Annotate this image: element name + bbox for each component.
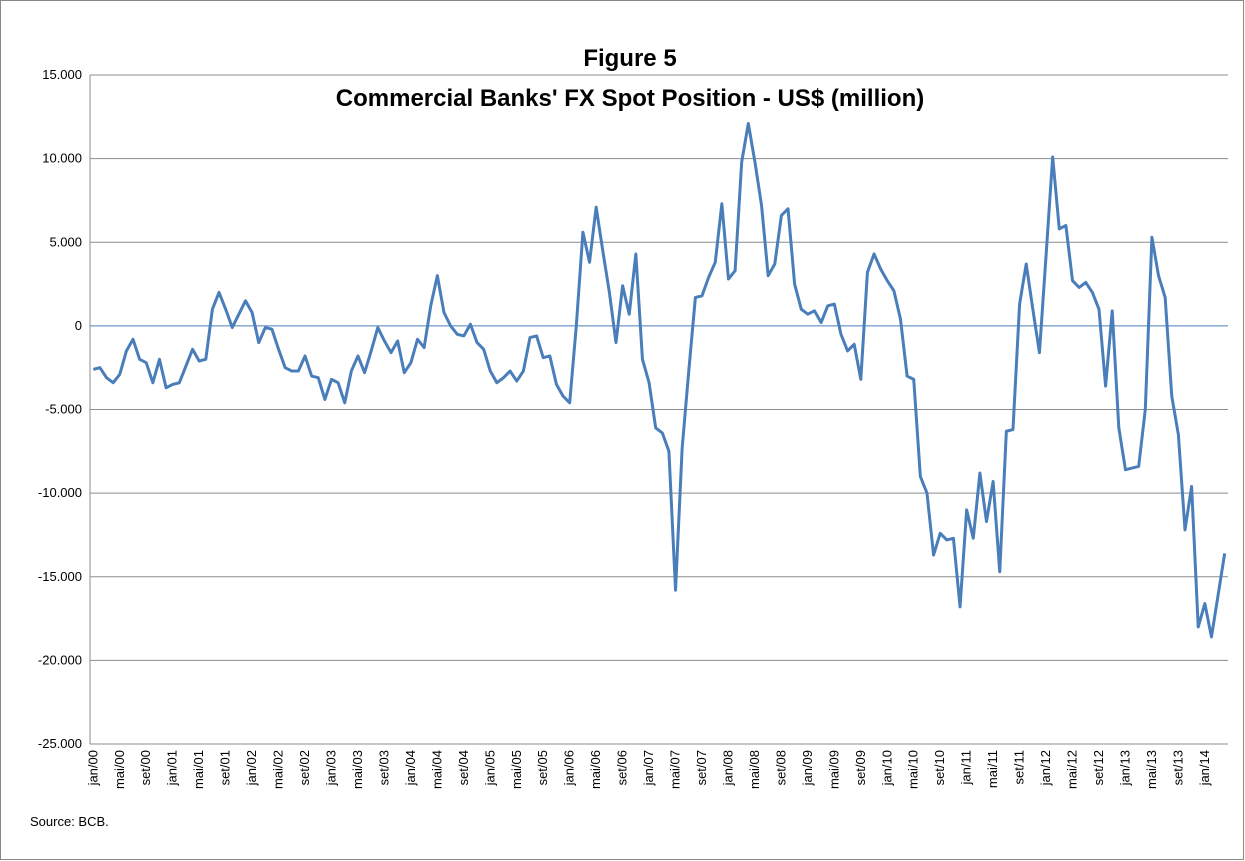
- x-tick-label: jan/14: [1197, 750, 1212, 786]
- x-tick-label: set/12: [1091, 750, 1106, 785]
- y-tick-label: 5.000: [49, 234, 82, 249]
- y-tick-label: -20.000: [38, 652, 82, 667]
- x-tick-label: jan/09: [800, 750, 815, 786]
- x-tick-label: mai/12: [1065, 750, 1080, 789]
- x-tick-label: jan/08: [720, 750, 735, 786]
- source-note: Source: BCB.: [30, 814, 109, 829]
- y-tick-label: 10.000: [42, 151, 82, 166]
- x-tick-label: jan/04: [403, 750, 418, 786]
- x-tick-label: set/13: [1170, 750, 1185, 785]
- chart-subtitle: Commercial Banks' FX Spot Position - US$…: [336, 85, 924, 112]
- x-tick-label: jan/13: [1117, 750, 1132, 786]
- x-tick-label: mai/05: [509, 750, 524, 789]
- x-tick-label: mai/13: [1144, 750, 1159, 789]
- x-tick-label: jan/01: [165, 750, 180, 786]
- x-tick-label: jan/05: [482, 750, 497, 786]
- y-tick-label: -25.000: [38, 736, 82, 751]
- x-tick-label: set/06: [615, 750, 630, 785]
- x-tick-label: mai/03: [350, 750, 365, 789]
- x-tick-label: set/08: [773, 750, 788, 785]
- x-tick-label: mai/02: [271, 750, 286, 789]
- y-tick-label: -5.000: [45, 402, 82, 417]
- x-tick-label: mai/01: [191, 750, 206, 789]
- x-tick-label: jan/10: [879, 750, 894, 786]
- x-tick-label: mai/06: [588, 750, 603, 789]
- x-tick-label: set/10: [932, 750, 947, 785]
- x-tick-label: jan/11: [959, 750, 974, 785]
- data-line: [92, 122, 1227, 639]
- y-tick-label: 15.000: [42, 67, 82, 82]
- x-tick-label: set/09: [853, 750, 868, 785]
- y-tick-label: -15.000: [38, 569, 82, 584]
- x-tick-label: mai/04: [429, 750, 444, 789]
- x-tick-label: jan/02: [244, 750, 259, 786]
- x-tick-label: mai/08: [747, 750, 762, 789]
- x-tick-label: jan/00: [85, 750, 100, 786]
- x-tick-label: set/01: [218, 750, 233, 785]
- x-tick-label: set/03: [376, 750, 391, 785]
- y-tick-label: 0: [75, 318, 82, 333]
- x-tick-label: set/00: [138, 750, 153, 785]
- chart-title: Figure 5: [583, 45, 676, 72]
- x-tick-label: mai/00: [112, 750, 127, 789]
- x-tick-label: set/11: [1012, 750, 1027, 784]
- x-tick-label: mai/07: [668, 750, 683, 789]
- x-tick-label: set/04: [456, 750, 471, 785]
- x-tick-label: mai/09: [826, 750, 841, 789]
- x-tick-label: set/02: [297, 750, 312, 785]
- y-tick-label: -10.000: [38, 485, 82, 500]
- x-tick-label: set/07: [694, 750, 709, 785]
- x-tick-label: jan/06: [562, 750, 577, 786]
- x-tick-label: mai/11: [985, 750, 1000, 788]
- x-tick-label: mai/10: [906, 750, 921, 789]
- x-tick-label: jan/03: [323, 750, 338, 786]
- x-tick-label: jan/07: [641, 750, 656, 786]
- x-tick-label: set/05: [535, 750, 550, 785]
- x-tick-label: jan/12: [1038, 750, 1053, 786]
